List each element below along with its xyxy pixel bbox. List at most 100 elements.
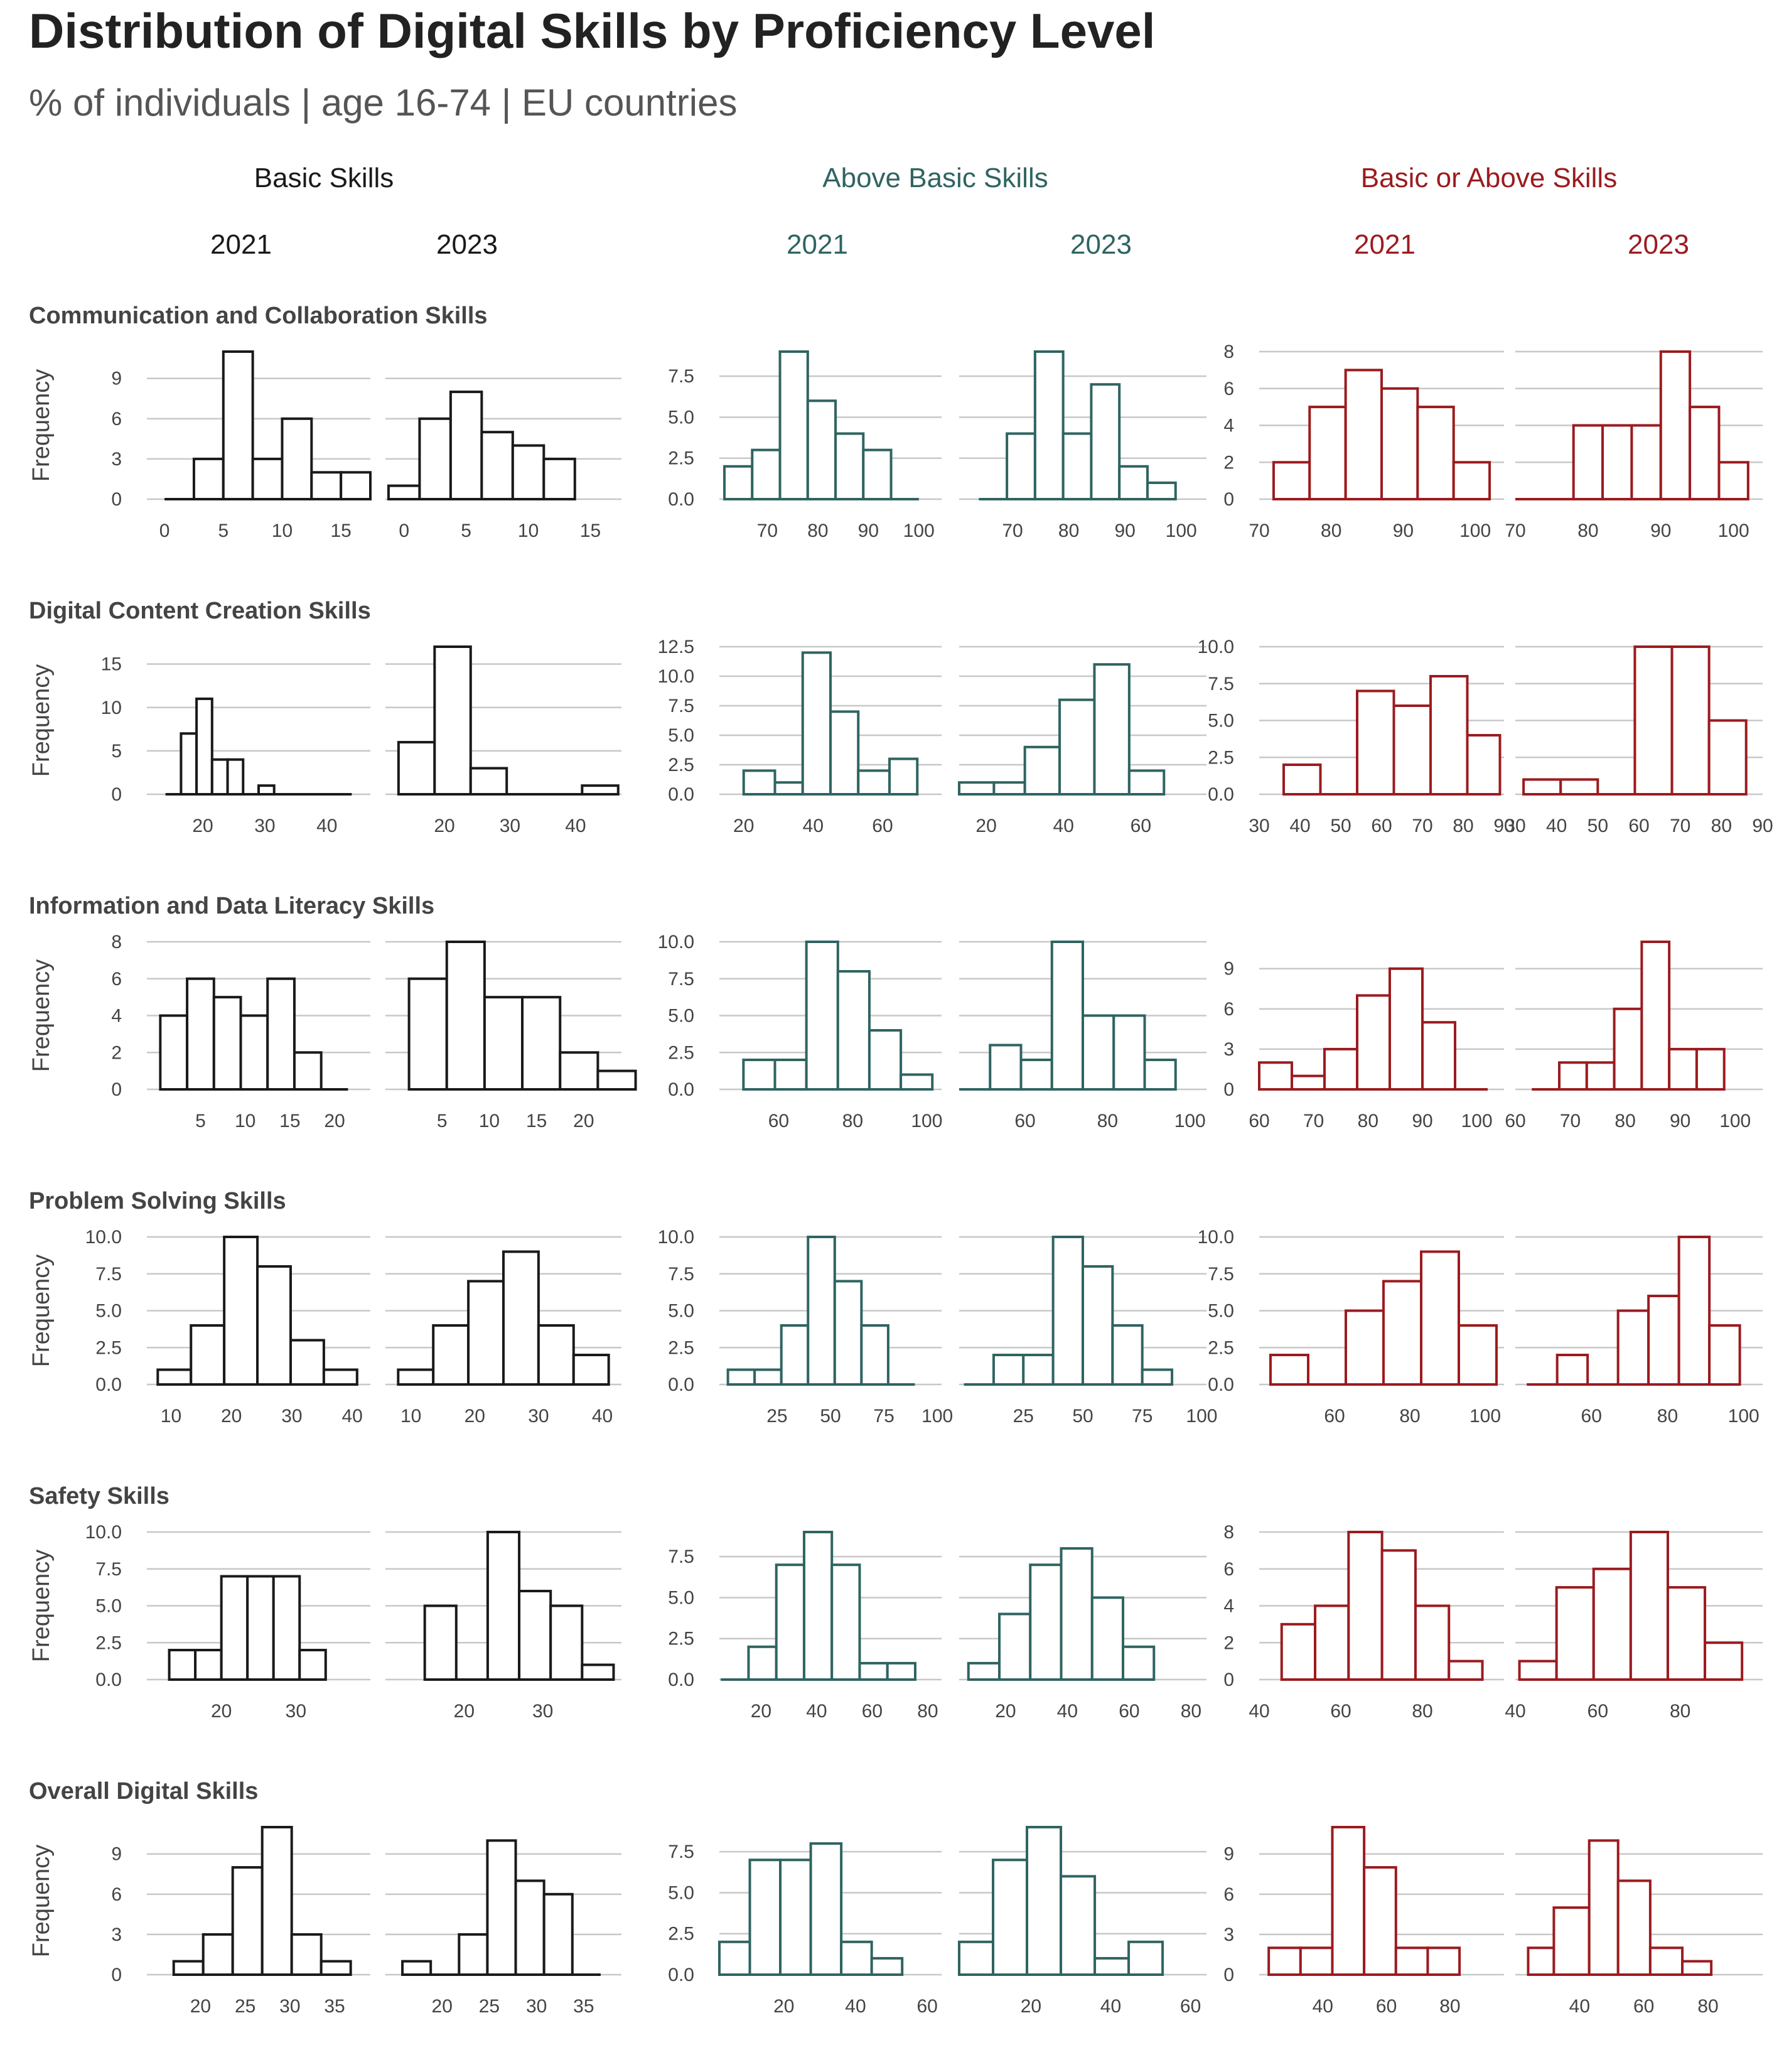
- histogram-panel-5: 30 40 50 60 70 80 90: [1505, 645, 1773, 836]
- histogram-bar: [521, 996, 562, 1091]
- histogram-bar: [480, 431, 514, 501]
- histogram-bar: [1522, 778, 1562, 796]
- histogram-bar: [239, 1014, 269, 1091]
- y-tick-label: 6: [111, 409, 122, 429]
- x-tick-label: 50: [1072, 1406, 1093, 1427]
- histogram-bar: [226, 758, 245, 796]
- histogram-bar: [549, 1604, 584, 1681]
- histogram-bar: [1527, 1946, 1555, 1976]
- histogram-bar: [836, 970, 871, 1091]
- histogram-bar: [1630, 424, 1662, 500]
- x-tick-label: 20: [465, 1406, 485, 1427]
- histogram-bar: [223, 1236, 259, 1386]
- x-tick-label: 20: [190, 1996, 211, 2017]
- histogram-bar: [726, 1368, 756, 1386]
- histogram-panel-5: 60 80 100: [1515, 1236, 1763, 1427]
- histogram-bar: [1592, 1567, 1632, 1681]
- histogram-panel-1: 0 5 10 15: [385, 377, 621, 541]
- histogram-bar: [281, 417, 313, 500]
- histogram-bar: [1452, 461, 1491, 500]
- histogram-panel-1: 10 20 30 40: [385, 1236, 621, 1427]
- histogram-bar: [469, 767, 508, 796]
- row-label: Overall Digital Skills: [29, 1778, 258, 1805]
- histogram-bar: [1356, 994, 1391, 1091]
- histogram-bar: [1613, 1007, 1643, 1091]
- x-tick-label: 70: [757, 521, 778, 541]
- y-tick-label: 0: [111, 1079, 122, 1100]
- y-tick-label: 10: [101, 698, 122, 718]
- y-tick-label: 2.5: [668, 755, 694, 775]
- histogram-bar: [290, 1933, 323, 1977]
- x-tick-label: 80: [917, 1701, 938, 1722]
- y-tick-label: 7.5: [1208, 674, 1234, 694]
- x-tick-label: 25: [235, 1996, 255, 2017]
- histogram-bar: [340, 471, 372, 500]
- y-tick-label: 9: [111, 1844, 122, 1865]
- x-tick-label: 90: [1412, 1111, 1432, 1131]
- y-tick-label: 5.0: [668, 1006, 694, 1027]
- histogram-bar: [1704, 1641, 1744, 1681]
- histogram-bar: [1380, 1549, 1417, 1681]
- histogram-bar: [1588, 1839, 1620, 1976]
- chart-title: Distribution of Digital Skills by Profic…: [29, 3, 1155, 58]
- y-tick-label: 10.0: [658, 932, 694, 952]
- y-tick-label: 2: [1223, 452, 1234, 473]
- y-axis-title: Frequency: [28, 959, 55, 1072]
- histogram-panel-3: 20 40 60 80: [959, 1547, 1206, 1722]
- histogram-bar: [320, 1960, 352, 1977]
- y-tick-label: 2.5: [1208, 747, 1234, 768]
- histogram-bar: [1717, 461, 1749, 500]
- x-tick-label: 60: [1505, 1111, 1525, 1131]
- row-label: Digital Content Creation Skills: [29, 598, 371, 624]
- y-tick-label: 0.0: [1208, 784, 1234, 805]
- x-tick-label: 60: [1119, 1701, 1139, 1722]
- histogram-bar: [1585, 1061, 1616, 1091]
- y-tick-label: 2.5: [668, 1042, 694, 1063]
- histogram-bar: [753, 1368, 783, 1386]
- x-tick-label: 90: [1393, 521, 1414, 541]
- histogram-bar: [1416, 406, 1455, 500]
- histogram-bar: [458, 1933, 489, 1977]
- y-axis-title: Frequency: [28, 369, 55, 482]
- histogram-bar: [1299, 1946, 1334, 1976]
- histogram-bar: [868, 1029, 903, 1091]
- y-tick-label: 0.0: [95, 1374, 122, 1395]
- histogram-bar: [967, 1661, 1001, 1681]
- x-tick-label: 40: [316, 816, 337, 836]
- panel-grid: Communication and Collaboration Skills Fr…: [28, 303, 1773, 2017]
- histogram-bar: [773, 781, 804, 796]
- x-tick-label: 100: [911, 1111, 942, 1131]
- histogram-bar: [572, 1354, 610, 1386]
- y-tick-label: 9: [111, 369, 122, 389]
- histogram-bar: [210, 758, 229, 796]
- y-axis-title: Frequency: [28, 664, 55, 777]
- x-tick-label: 20: [573, 1111, 594, 1131]
- year-header-0: 2021: [210, 229, 272, 260]
- x-tick-label: 80: [1321, 521, 1341, 541]
- y-tick-label: 6: [1223, 1559, 1234, 1580]
- histogram-bar: [486, 1839, 517, 1976]
- y-axis-title: Frequency: [28, 1255, 55, 1368]
- y-tick-label: 2.5: [95, 1632, 122, 1653]
- x-tick-label: 20: [733, 816, 754, 836]
- y-tick-label: 7.5: [668, 366, 694, 387]
- x-tick-label: 80: [1711, 816, 1732, 836]
- y-tick-label: 5.0: [668, 1301, 694, 1322]
- x-tick-label: 60: [1131, 816, 1151, 836]
- x-tick-label: 75: [1132, 1406, 1152, 1427]
- x-tick-label: 60: [1376, 1996, 1397, 2017]
- x-tick-label: 70: [1560, 1111, 1581, 1131]
- histogram-bar: [1659, 350, 1692, 500]
- y-tick-label: 6: [111, 1884, 122, 1905]
- y-tick-label: 5.0: [668, 1882, 694, 1903]
- x-tick-label: 40: [1249, 1701, 1269, 1722]
- histogram-bar: [1006, 432, 1036, 500]
- histogram-panel-0: 0 3 6 9 0 5 10 15: [111, 350, 372, 541]
- histogram-bar: [1666, 1586, 1707, 1681]
- y-tick-label: 7.5: [95, 1264, 122, 1285]
- histogram-bar: [1345, 1309, 1385, 1386]
- y-tick-label: 8: [1223, 342, 1234, 362]
- x-tick-label: 20: [995, 1701, 1016, 1722]
- histogram-panel-0: 0 2 4 6 8 5 10 15 20: [111, 932, 370, 1131]
